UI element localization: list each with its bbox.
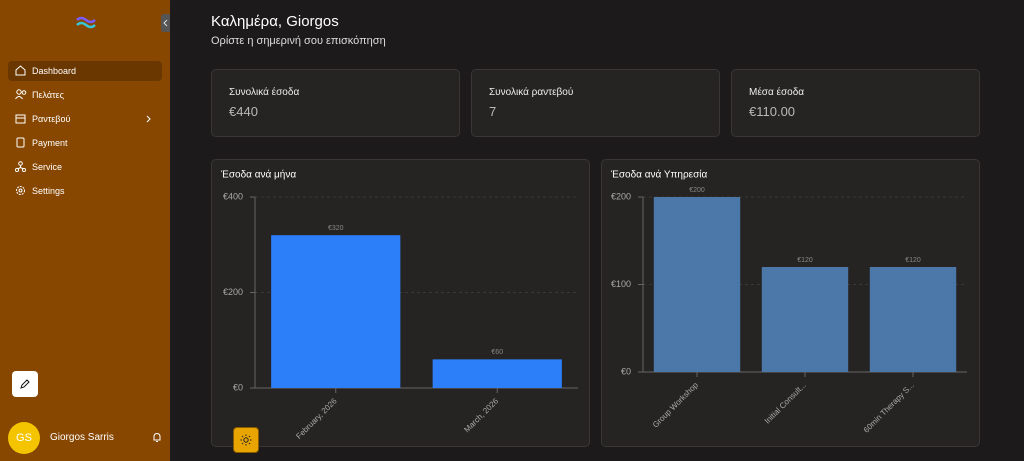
nav-label: Service xyxy=(32,162,63,172)
theme-toggle[interactable] xyxy=(233,427,259,453)
bar xyxy=(432,359,562,388)
x-tick-label: March, 2026 xyxy=(462,396,500,434)
chart: Έσοδα ανά μήνα €0 €200 €400 €320 February, 20… xyxy=(220,169,578,441)
value-label: €60 xyxy=(491,349,503,356)
nav-label: Settings xyxy=(32,186,65,196)
value-label: €120 xyxy=(905,257,921,264)
bar xyxy=(271,235,401,388)
chart-card: Έσοδα ανά μήνα €0 €200 €400 €320 February, 20… xyxy=(211,159,590,447)
stat-label: Μέσα έσοδα xyxy=(749,87,805,98)
value-label: €120 xyxy=(797,257,813,264)
nav-item[interactable]: Service xyxy=(8,157,162,177)
subtitle: Ορίστε η σημερινή σου επισκόπηση xyxy=(211,35,386,47)
nav-item[interactable]: Settings xyxy=(8,181,162,201)
stat-label: Συνολικά έσοδα xyxy=(229,87,300,98)
chart-card: Έσοδα ανά Υπηρεσία €0 €100 €200 €200 Group Wo… xyxy=(601,159,980,447)
nav-label: Πελάτες xyxy=(32,90,64,100)
stat-card: Συνολικά έσοδα €440 xyxy=(211,69,460,137)
nav-label: Dashboard xyxy=(32,66,77,76)
nav-item[interactable]: Dashboard xyxy=(8,61,162,81)
x-tick-label: February, 2026 xyxy=(294,396,339,441)
user-name: Giorgos Sarris xyxy=(50,432,114,443)
y-tick-label: €200 xyxy=(223,287,243,297)
nav-label: Ραντεβού xyxy=(32,114,71,124)
bar xyxy=(761,267,849,372)
stat-value: €110.00 xyxy=(749,104,796,119)
nav-label: Payment xyxy=(32,138,68,148)
stat-card: Μέσα έσοδα €110.00 xyxy=(731,69,980,137)
logo xyxy=(76,16,96,29)
chart-title: Έσοδα ανά Υπηρεσία xyxy=(610,169,708,181)
value-label: €320 xyxy=(328,225,344,232)
nav-item[interactable]: Payment xyxy=(8,133,162,153)
x-tick-label: 60min Therapy S... xyxy=(862,381,916,435)
collapse-button[interactable] xyxy=(161,14,170,32)
bell-icon[interactable] xyxy=(152,432,162,443)
value-label: €200 xyxy=(689,187,705,194)
greeting: Καλημέρα, Giorgos xyxy=(211,13,339,30)
avatar: GS xyxy=(8,422,40,454)
y-tick-label: €200 xyxy=(611,191,631,201)
y-tick-label: €400 xyxy=(223,191,243,201)
y-tick-label: €0 xyxy=(233,382,243,392)
x-tick-label: Initial Consult... xyxy=(763,381,808,426)
y-tick-label: €100 xyxy=(611,279,631,289)
stat-value: €440 xyxy=(229,104,258,119)
nav-item[interactable]: Πελάτες xyxy=(8,85,162,105)
chart: Έσοδα ανά Υπηρεσία €0 €100 €200 €200 Group Wo… xyxy=(610,169,967,435)
y-tick-label: €0 xyxy=(621,366,631,376)
sidebar: Dashboard Πελάτες Ραντεβού Payment Servi… xyxy=(0,0,170,461)
stat-card: Συνολικά ραντεβού 7 xyxy=(471,69,720,137)
chart-title: Έσοδα ανά μήνα xyxy=(220,169,296,181)
x-tick-label: Group Workshop xyxy=(651,380,700,429)
nav-item[interactable]: Ραντεβού xyxy=(8,109,162,129)
stat-label: Συνολικά ραντεβού xyxy=(489,87,574,98)
bar xyxy=(653,197,741,372)
edit-button[interactable] xyxy=(12,371,38,397)
stat-value: 7 xyxy=(489,104,497,119)
bar xyxy=(869,267,957,372)
